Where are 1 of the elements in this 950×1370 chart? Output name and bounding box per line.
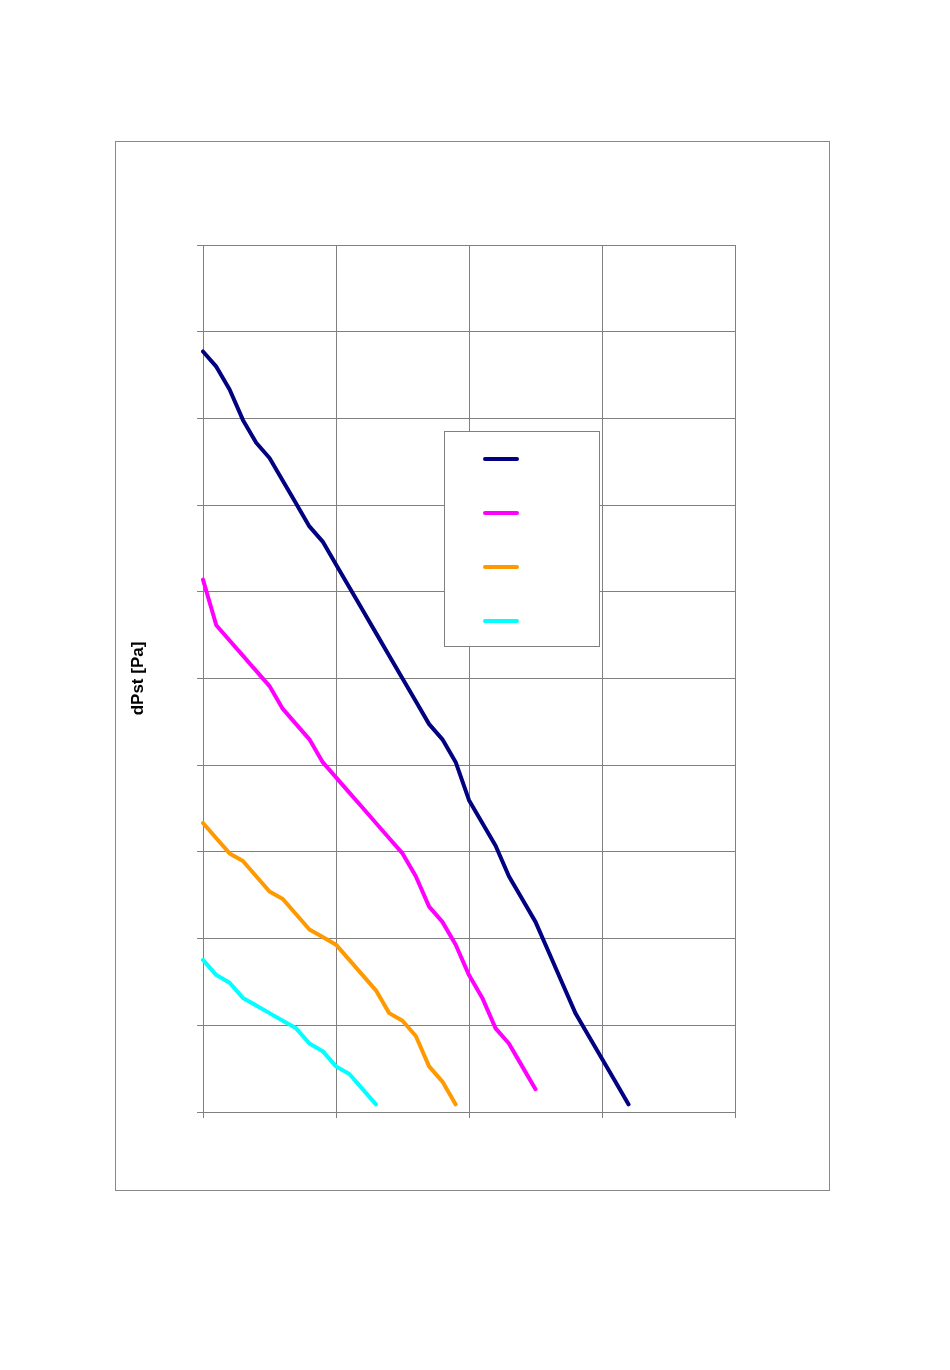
- y-axis-title: dPst [Pa]: [127, 641, 147, 716]
